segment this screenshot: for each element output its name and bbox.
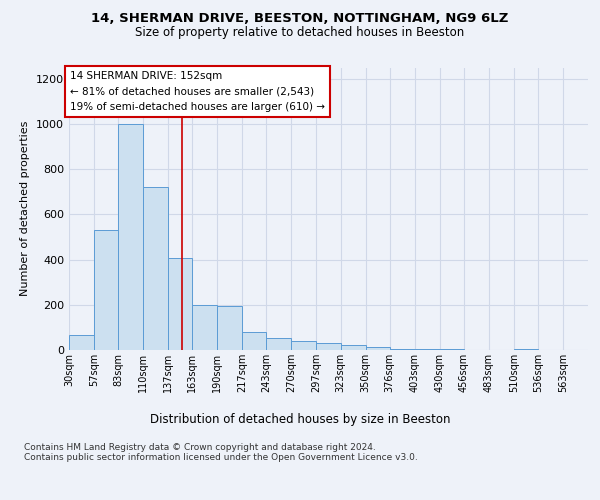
Text: Size of property relative to detached houses in Beeston: Size of property relative to detached ho… bbox=[136, 26, 464, 39]
Bar bbox=[94, 230, 118, 350]
Bar bbox=[514, 349, 538, 350]
Bar bbox=[415, 349, 440, 350]
Y-axis label: Number of detached properties: Number of detached properties bbox=[20, 121, 31, 296]
Bar bbox=[242, 332, 266, 350]
Bar bbox=[389, 349, 415, 350]
Bar bbox=[217, 306, 242, 350]
Text: 14 SHERMAN DRIVE: 152sqm
← 81% of detached houses are smaller (2,543)
19% of sem: 14 SHERMAN DRIVE: 152sqm ← 81% of detach… bbox=[70, 71, 325, 112]
Bar bbox=[168, 258, 192, 350]
Bar bbox=[266, 338, 292, 350]
Bar bbox=[365, 346, 389, 350]
Bar bbox=[292, 341, 316, 350]
Bar bbox=[341, 346, 365, 350]
Bar bbox=[118, 124, 143, 350]
Bar bbox=[192, 305, 217, 350]
Bar bbox=[440, 349, 464, 350]
Bar bbox=[143, 188, 168, 350]
Text: Contains HM Land Registry data © Crown copyright and database right 2024.
Contai: Contains HM Land Registry data © Crown c… bbox=[24, 442, 418, 462]
Text: 14, SHERMAN DRIVE, BEESTON, NOTTINGHAM, NG9 6LZ: 14, SHERMAN DRIVE, BEESTON, NOTTINGHAM, … bbox=[91, 12, 509, 26]
Text: Distribution of detached houses by size in Beeston: Distribution of detached houses by size … bbox=[150, 412, 450, 426]
Bar bbox=[69, 336, 94, 350]
Bar bbox=[316, 343, 341, 350]
